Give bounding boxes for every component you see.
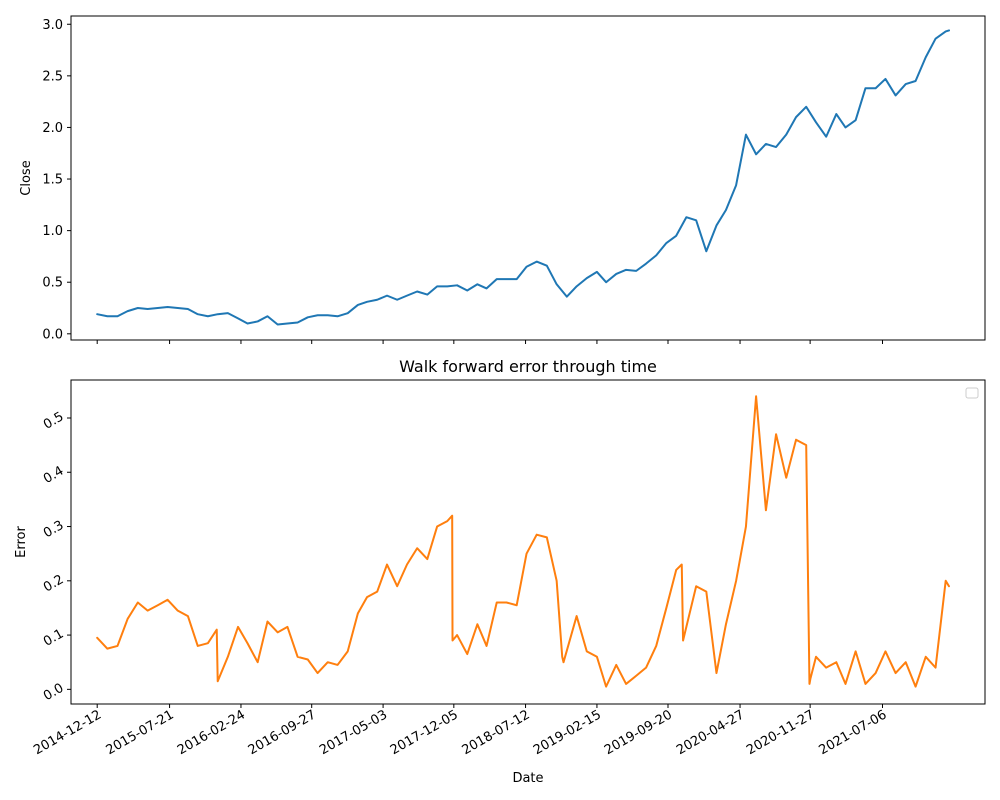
close-series-line xyxy=(96,29,950,326)
error-axes-frame xyxy=(70,379,986,705)
close-price-axes-frame xyxy=(70,15,986,341)
close-y-tick-label: 0.0 xyxy=(42,327,63,342)
error-y-axis-label: Error xyxy=(14,526,29,558)
close-price-chart: 0.0 0.5 1.0 1.5 2.0 2.5 3.0 Close xyxy=(19,15,986,344)
close-y-tick-label: 0.5 xyxy=(42,276,63,291)
close-price-y-axis-label: Close xyxy=(19,160,34,195)
error-series-line xyxy=(96,395,950,688)
close-y-tick-label: 2.5 xyxy=(42,69,63,84)
close-price-x-ticks xyxy=(96,340,883,344)
close-price-y-ticks: 0.0 0.5 1.0 1.5 2.0 2.5 3.0 xyxy=(42,18,71,342)
close-y-tick-label: 1.0 xyxy=(42,224,63,239)
close-y-tick-label: 3.0 xyxy=(42,18,63,33)
close-y-tick-label: 1.5 xyxy=(42,173,63,188)
close-price-plot-area xyxy=(96,29,950,326)
close-y-tick-label: 2.0 xyxy=(42,121,63,136)
error-x-axis-label: Date xyxy=(512,771,543,786)
legend-box xyxy=(965,387,979,399)
error-plot-area xyxy=(96,395,950,688)
error-chart-title: Walk forward error through time xyxy=(399,357,657,376)
